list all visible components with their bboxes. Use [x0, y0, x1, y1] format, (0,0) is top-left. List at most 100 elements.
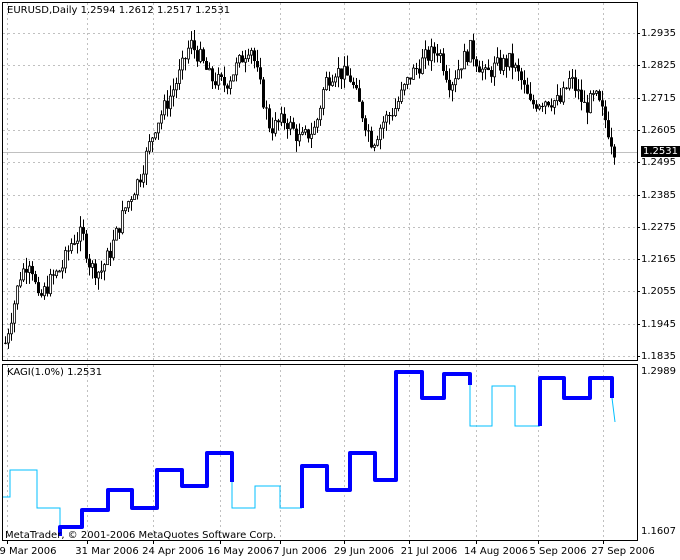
candle-body-up — [13, 303, 16, 324]
candle-body-up — [406, 77, 409, 85]
chart-header: EURUSD,Daily 1.2594 1.2612 1.2517 1.2531 — [7, 5, 231, 16]
candle-body-up — [43, 286, 46, 297]
candle-body-down — [541, 105, 544, 107]
candle-body-up — [115, 227, 118, 241]
date-tick-label: 16 May 2006 — [207, 546, 273, 557]
candle-body-down — [139, 179, 142, 183]
candle-body-down — [565, 87, 568, 89]
candle-body-down — [223, 77, 226, 86]
candle-body-up — [337, 68, 340, 78]
candle-body-up — [127, 201, 130, 209]
candle-body-up — [484, 67, 487, 70]
candle-body-down — [82, 227, 85, 234]
candle-body-down — [268, 108, 271, 129]
candle-body-up — [73, 243, 76, 245]
candle-body-up — [151, 137, 154, 143]
candle-body-down — [427, 49, 430, 61]
candle-body-up — [457, 69, 460, 80]
price-tick-label: 1.2495 — [641, 157, 676, 169]
candle-body-down — [388, 115, 391, 117]
candle-body-down — [436, 53, 439, 56]
indicator-tick-label: 1.2989 — [641, 366, 676, 377]
candle-body-up — [301, 131, 304, 135]
candle-body-down — [271, 128, 274, 134]
candle-body-up — [343, 65, 346, 80]
candle-body-down — [226, 85, 229, 89]
date-tick-label: 31 Mar 2006 — [75, 546, 139, 557]
candle-body-down — [511, 53, 514, 68]
candle-body-down — [478, 66, 481, 73]
candle-body-up — [103, 264, 106, 272]
candle-body-down — [604, 106, 607, 121]
candle-body-down — [46, 286, 49, 294]
candle-body-up — [136, 179, 139, 196]
candle-body-down — [574, 77, 577, 91]
kagi-yang-line — [58, 451, 234, 536]
candle-body-down — [535, 104, 538, 109]
current-price-label: 1.2531 — [641, 145, 680, 157]
candle-body-down — [586, 102, 589, 113]
candle-body-up — [157, 122, 160, 134]
candle-body-up — [304, 129, 307, 133]
candle-body-up — [373, 144, 376, 148]
indicator-header: KAGI(1.0%) 1.2531 — [7, 367, 103, 378]
candle-body-up — [106, 250, 109, 266]
candle-body-down — [262, 79, 265, 108]
candle-body-up — [403, 84, 406, 91]
candle-body-down — [292, 122, 295, 129]
candle-body-up — [274, 119, 277, 134]
candle-body-up — [430, 46, 433, 62]
candle-body-up — [289, 121, 292, 130]
candle-body-up — [58, 270, 61, 273]
candle-body-down — [487, 67, 490, 71]
candle-body-up — [568, 78, 571, 89]
candle-body-up — [154, 132, 157, 139]
kagi-yang-line — [538, 376, 614, 426]
candle-body-up — [55, 270, 58, 277]
candle-body-down — [193, 40, 196, 51]
candle-body-up — [199, 48, 202, 62]
candle-body-up — [544, 101, 547, 107]
kagi-yin-line — [611, 397, 616, 423]
candle-body-down — [352, 81, 355, 86]
candle-body-up — [439, 53, 442, 57]
candle-body-down — [370, 130, 373, 148]
candle-body-down — [340, 68, 343, 80]
candle-body-up — [244, 58, 247, 63]
candle-body-down — [286, 123, 289, 129]
candle-body-down — [307, 129, 310, 139]
date-tick-label: 29 Jun 2006 — [333, 546, 395, 557]
candle-body-up — [397, 101, 400, 109]
candle-body-down — [265, 107, 268, 109]
candle-body-up — [61, 267, 64, 272]
candle-body-down — [277, 120, 280, 123]
candle-body-down — [442, 53, 445, 72]
candle-body-down — [355, 85, 358, 89]
candle-body-down — [598, 91, 601, 101]
candle-body-down — [346, 66, 349, 76]
candle-body-up — [508, 52, 511, 68]
candle-body-down — [256, 61, 259, 68]
candle-body-down — [409, 77, 412, 80]
candle-body-up — [100, 270, 103, 273]
candle-body-up — [334, 76, 337, 83]
candle-body-up — [28, 265, 31, 274]
date-tick-label: 24 Apr 2006 — [142, 546, 204, 557]
candle-body-up — [163, 100, 166, 116]
candle-body-up — [571, 76, 574, 79]
candle-body-down — [25, 268, 28, 273]
candle-body-up — [19, 279, 22, 287]
candle-body-up — [130, 199, 133, 202]
candle-body-up — [493, 62, 496, 78]
candle-body-up — [589, 93, 592, 114]
candle-body-down — [202, 49, 205, 62]
candle-body-down — [550, 105, 553, 108]
kagi-yin-line — [231, 482, 302, 509]
candle-body-up — [313, 126, 316, 135]
candle-body-down — [184, 58, 187, 60]
candle-body-down — [4, 342, 7, 344]
candle-body-down — [613, 146, 616, 158]
candle-body-up — [76, 240, 79, 244]
